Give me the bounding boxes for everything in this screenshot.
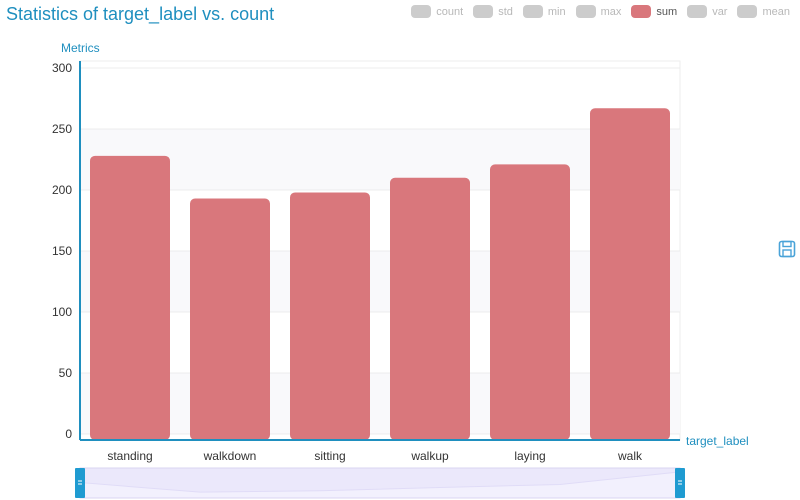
legend-swatch: [522, 5, 543, 18]
legend-swatch: [631, 5, 652, 18]
y-tick-label: 150: [52, 244, 72, 258]
legend-swatch: [473, 5, 494, 18]
y-tick-label: 50: [59, 366, 73, 380]
legend-item-sum[interactable]: sum: [631, 5, 677, 18]
x-tick-label: sitting: [314, 449, 345, 463]
legend-item-max[interactable]: max: [575, 5, 622, 18]
legend-item-mean[interactable]: mean: [737, 5, 790, 18]
legend-item-var[interactable]: var: [687, 5, 727, 18]
legend: count std min max sum var mean: [411, 5, 790, 18]
legend-swatch: [687, 5, 708, 18]
x-tick-label: walk: [617, 449, 643, 463]
legend-label: min: [547, 5, 566, 18]
legend-swatch: [737, 5, 758, 18]
legend-label: sum: [656, 5, 678, 18]
legend-swatch: [411, 5, 432, 18]
y-tick-label: 300: [52, 61, 72, 75]
legend-swatch: [575, 5, 596, 18]
legend-label: mean: [762, 5, 790, 18]
grid-band: [80, 373, 680, 434]
y-tick-label: 0: [65, 427, 72, 441]
bar-sitting[interactable]: [290, 192, 370, 440]
x-tick-label: walkdown: [203, 449, 257, 463]
legend-item-count[interactable]: count: [411, 5, 463, 18]
y-tick-label: 100: [52, 305, 72, 319]
x-tick-label: standing: [107, 449, 152, 463]
x-tick-label: walkup: [410, 449, 449, 463]
zoom-handle-right[interactable]: [675, 468, 685, 498]
save-icon[interactable]: [778, 240, 796, 258]
legend-item-min[interactable]: min: [522, 5, 566, 18]
bar-walkdown[interactable]: [190, 198, 270, 440]
legend-label: std: [498, 5, 513, 18]
chart-title: Statistics of target_label vs. count: [6, 4, 275, 24]
y-tick-label: 250: [52, 122, 72, 136]
bar-laying[interactable]: [490, 164, 570, 440]
bar-walkup[interactable]: [390, 177, 470, 441]
legend-label: var: [712, 5, 728, 18]
grid-band: [80, 251, 680, 312]
legend-item-std[interactable]: std: [473, 5, 513, 18]
x-tick-label: laying: [514, 449, 545, 463]
bar-standing[interactable]: [90, 155, 170, 440]
save-icon-graphic: [778, 240, 796, 258]
legend-label: count: [436, 5, 464, 18]
bar-walk[interactable]: [590, 108, 670, 440]
legend-label: max: [600, 5, 622, 18]
grid-band: [80, 129, 680, 190]
y-tick-label: 200: [52, 183, 72, 197]
zoom-handle-left[interactable]: [75, 468, 85, 498]
x-axis-title: target_label: [686, 434, 749, 448]
y-axis-title: Metrics: [61, 41, 100, 55]
